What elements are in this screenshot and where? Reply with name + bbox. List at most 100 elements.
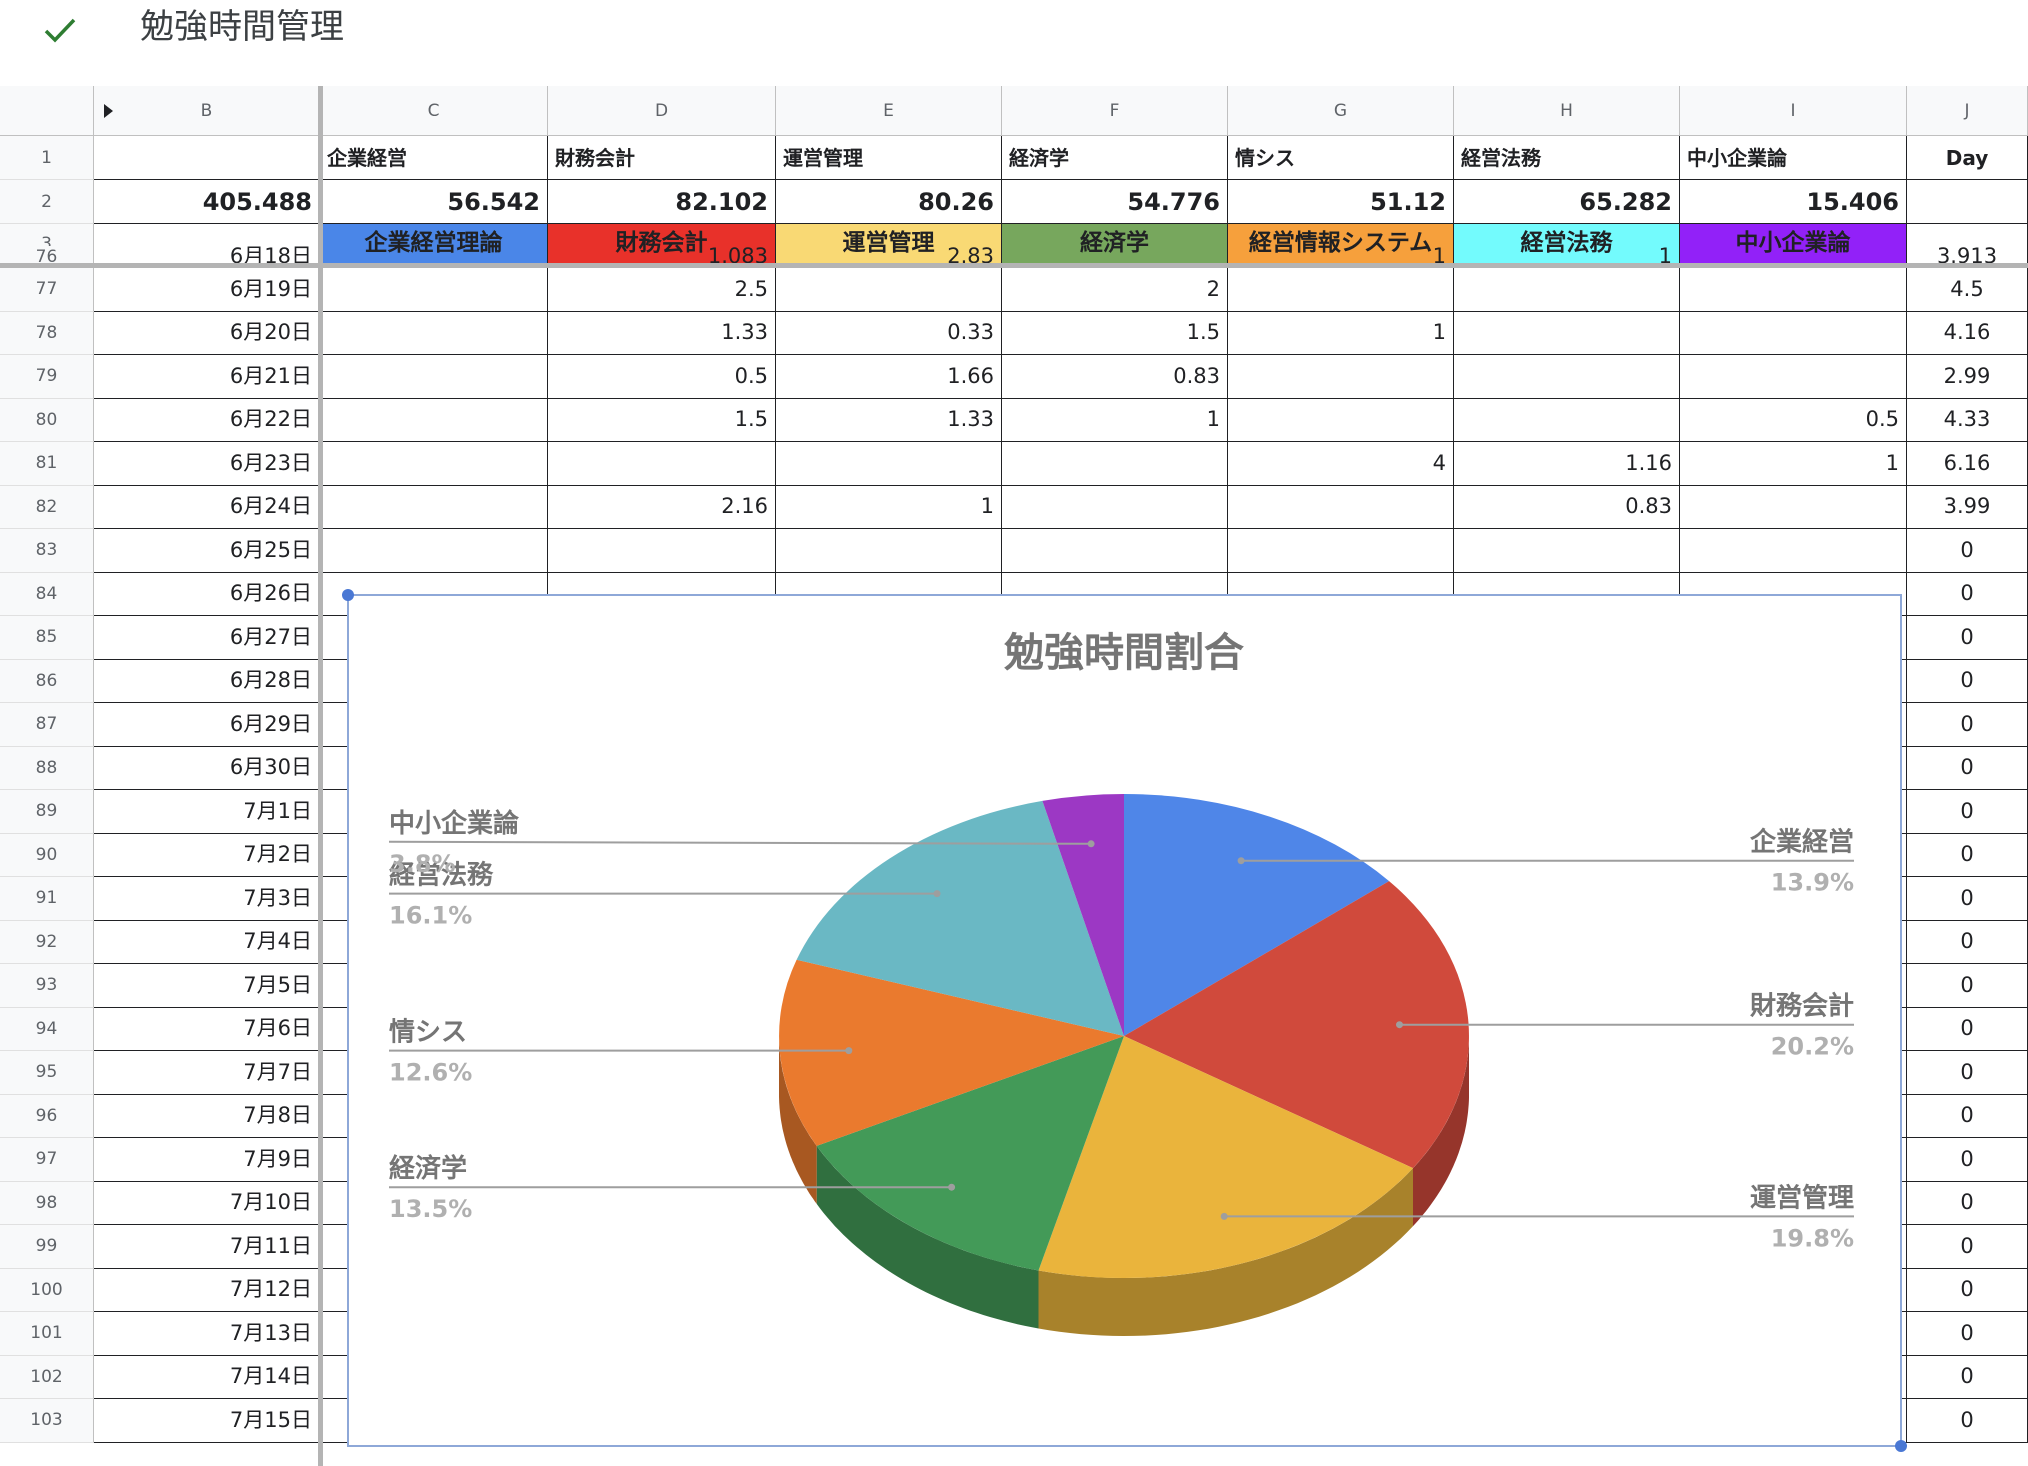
hours-cell[interactable]: 2 [1002,268,1228,312]
row-header[interactable]: 77 [0,268,94,312]
pie-slice[interactable] [1038,1036,1414,1279]
total-hours-b[interactable]: 405.488 [94,180,320,224]
hours-cell[interactable] [320,268,548,312]
date-cell[interactable]: 7月2日 [94,833,320,877]
row-header[interactable]: 82 [0,485,94,529]
row-header[interactable]: 89 [0,790,94,834]
total-hours-i[interactable]: 15.406 [1680,180,1907,224]
hours-cell[interactable] [1228,355,1454,399]
hours-cell[interactable] [1228,398,1454,442]
hours-cell[interactable] [1228,485,1454,529]
pie-slice[interactable] [796,800,1124,1036]
day-total-cell[interactable]: 6.16 [1907,442,2028,486]
hours-cell[interactable] [548,529,776,573]
hours-cell[interactable] [1454,311,1680,355]
hours-cell[interactable]: 1.66 [776,355,1002,399]
hours-cell[interactable] [1454,398,1680,442]
spreadsheet-grid[interactable]: B C D E F G H I J 1 企業経営 財務会計 運営管理 経済学 情シス 経営法務 中小企業論 Day… [0,86,2028,1466]
subject-name-i[interactable]: 中小企業論 [1680,224,1907,264]
pie-slice[interactable] [1042,794,1124,1036]
subject-name-d[interactable]: 財務会計 [548,224,776,264]
row-header[interactable]: 87 [0,703,94,747]
date-cell[interactable]: 6月27日 [94,616,320,660]
hours-cell[interactable] [320,311,548,355]
hours-cell[interactable]: 2.5 [548,268,776,312]
hours-cell[interactable] [1454,268,1680,312]
subject-label-i[interactable]: 中小企業論 [1680,136,1907,180]
date-cell[interactable]: 6月25日 [94,529,320,573]
hours-cell[interactable]: 0.5 [1680,398,1907,442]
date-cell[interactable]: 6月24日 [94,485,320,529]
day-total-cell[interactable]: 2.99 [1907,355,2028,399]
day-total-cell[interactable]: 0 [1907,877,2028,921]
hours-cell[interactable] [320,355,548,399]
hours-cell[interactable]: 1 [1002,398,1228,442]
hours-cell[interactable] [320,442,548,486]
subject-label-c[interactable]: 企業経営 [320,136,548,180]
date-cell[interactable]: 7月11日 [94,1225,320,1269]
hours-cell[interactable]: 0.5 [548,355,776,399]
row-header[interactable]: 80 [0,398,94,442]
row-header-1[interactable]: 1 [0,136,94,180]
date-cell[interactable]: 6月30日 [94,746,320,790]
hours-cell[interactable] [1002,442,1228,486]
column-header-j[interactable]: J [1907,86,2028,136]
pie-slice[interactable] [1124,794,1390,1036]
row-header[interactable]: 100 [0,1268,94,1312]
hours-cell[interactable]: 0.83 [1002,355,1228,399]
day-total-cell[interactable]: 0 [1907,1225,2028,1269]
hours-cell[interactable]: 0.83 [1454,485,1680,529]
pie-chart[interactable]: 勉強時間割合 企業経営 13.9% 財務会計 20.2% 運営管理 19.8% 経済学 13.5… [342,589,1907,1452]
row-header[interactable]: 102 [0,1355,94,1399]
column-header-c[interactable]: C [320,86,548,136]
day-total-cell[interactable]: 0 [1907,616,2028,660]
day-total-cell[interactable]: 0 [1907,1355,2028,1399]
row-header[interactable]: 92 [0,920,94,964]
pie-slice[interactable] [1124,881,1469,1169]
hours-cell[interactable] [1454,355,1680,399]
total-hours-c[interactable]: 56.542 [320,180,548,224]
hours-cell[interactable] [1680,529,1907,573]
row-header[interactable]: 85 [0,616,94,660]
pie-slice[interactable] [779,959,1124,1146]
date-cell[interactable]: 7月12日 [94,1268,320,1312]
column-header-i[interactable]: I [1680,86,1907,136]
date-cell[interactable]: 7月6日 [94,1007,320,1051]
hours-cell[interactable] [1002,529,1228,573]
day-total-cell[interactable]: 0 [1907,790,2028,834]
hours-cell[interactable]: 4 [1228,442,1454,486]
row-header[interactable]: 86 [0,659,94,703]
hours-cell[interactable] [776,529,1002,573]
date-cell[interactable]: 6月26日 [94,572,320,616]
day-total-cell[interactable]: 3.99 [1907,485,2028,529]
hours-cell[interactable]: 1.33 [776,398,1002,442]
hours-cell[interactable] [320,485,548,529]
hours-cell[interactable] [1454,529,1680,573]
date-cell[interactable]: 7月13日 [94,1312,320,1356]
date-cell[interactable]: 6月21日 [94,355,320,399]
hours-cell[interactable]: 1.16 [1454,442,1680,486]
hours-cell[interactable] [320,529,548,573]
row-header-2[interactable]: 2 [0,180,94,224]
date-cell[interactable]: 6月22日 [94,398,320,442]
row-header[interactable]: 103 [0,1399,94,1443]
subject-name-e[interactable]: 運営管理 [776,224,1002,264]
hours-cell[interactable] [1680,268,1907,312]
date-cell[interactable]: 7月3日 [94,877,320,921]
hours-cell[interactable] [776,442,1002,486]
row-header[interactable]: 93 [0,964,94,1008]
day-total-cell[interactable]: 0 [1907,1007,2028,1051]
row-header[interactable]: 78 [0,311,94,355]
chart-resize-handle-top-left[interactable] [342,589,354,601]
hours-cell[interactable]: 1 [776,485,1002,529]
column-header-g[interactable]: G [1228,86,1454,136]
row-header[interactable]: 96 [0,1094,94,1138]
subject-label-h[interactable]: 経営法務 [1454,136,1680,180]
date-cell[interactable]: 7月14日 [94,1355,320,1399]
hours-cell[interactable]: 1.5 [548,398,776,442]
day-total-cell[interactable]: 4.5 [1907,268,2028,312]
row-header[interactable]: 99 [0,1225,94,1269]
date-cell[interactable]: 7月10日 [94,1181,320,1225]
date-cell[interactable]: 7月1日 [94,790,320,834]
date-cell[interactable]: 6月29日 [94,703,320,747]
